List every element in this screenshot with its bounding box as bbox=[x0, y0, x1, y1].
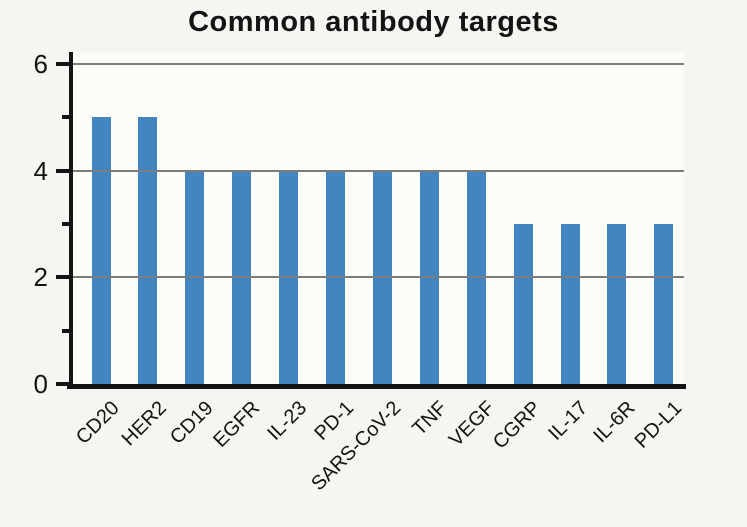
x-tick-label: IL-17 bbox=[544, 397, 593, 445]
x-tick-label: HER2 bbox=[117, 397, 171, 451]
y-minor-tick bbox=[62, 222, 73, 226]
y-minor-tick bbox=[62, 328, 73, 333]
gridline bbox=[73, 63, 684, 65]
y-major-tick bbox=[56, 62, 73, 66]
bar bbox=[654, 224, 674, 384]
y-major-tick bbox=[56, 168, 73, 173]
bar bbox=[560, 224, 580, 384]
x-tick-label: PD-L1 bbox=[630, 397, 687, 453]
x-tick-label: EGFR bbox=[209, 397, 265, 452]
bar bbox=[513, 224, 533, 384]
y-major-tick bbox=[56, 275, 73, 280]
y-tick-label: 6 bbox=[33, 49, 48, 79]
x-axis-line bbox=[67, 384, 686, 389]
y-axis-line bbox=[69, 52, 73, 389]
x-tick-label: IL-23 bbox=[263, 397, 312, 445]
chart-title: Common antibody targets bbox=[188, 6, 559, 38]
x-tick-label: CGRP bbox=[489, 397, 546, 454]
y-tick-label: 0 bbox=[33, 369, 48, 399]
x-tick-label: VEGF bbox=[444, 397, 499, 452]
x-tick-label: CD19 bbox=[165, 397, 218, 449]
gridline bbox=[73, 276, 684, 279]
x-tick-label: IL-6R bbox=[589, 397, 640, 448]
x-tick-label: CD20 bbox=[71, 397, 124, 449]
y-tick-label: 2 bbox=[33, 262, 48, 293]
bar bbox=[607, 224, 627, 384]
y-tick-label: 4 bbox=[33, 155, 48, 186]
bar bbox=[138, 117, 158, 384]
y-minor-tick bbox=[62, 115, 73, 120]
bar bbox=[91, 117, 111, 384]
gridline bbox=[73, 169, 684, 172]
y-major-tick bbox=[56, 382, 73, 386]
